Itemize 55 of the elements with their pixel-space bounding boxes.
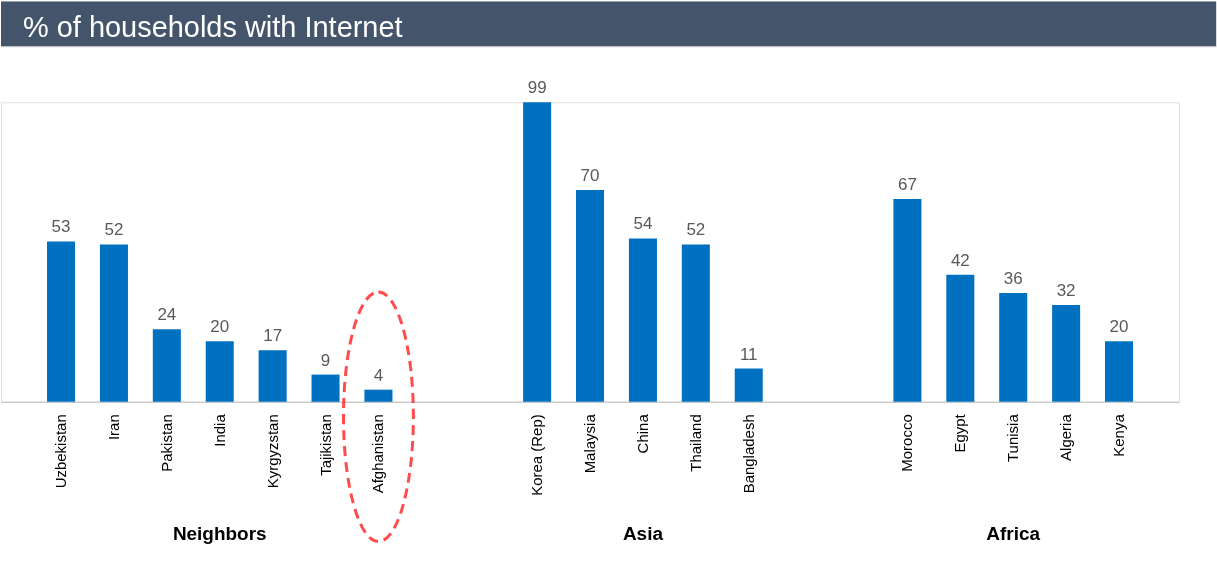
data-label: 36: [1003, 268, 1023, 288]
x-tick-label: Korea (Rep): [528, 414, 546, 496]
x-tick-label: Egypt: [951, 413, 969, 453]
x-tick-label: Algeria: [1057, 413, 1075, 461]
data-label: 11: [739, 344, 758, 364]
data-label: 32: [1056, 280, 1076, 300]
x-tick-label: Uzbekistan: [52, 414, 70, 489]
bar: [628, 238, 657, 402]
x-tick-label: Iran: [104, 414, 122, 441]
bar: [576, 190, 605, 402]
x-tick-label: India: [210, 413, 228, 447]
x-tick-label: Kenya: [1110, 413, 1128, 457]
data-label: 9: [320, 350, 331, 370]
x-tick-label: Pakistan: [157, 414, 175, 472]
bar: [47, 241, 76, 402]
bar: [152, 329, 181, 402]
bar: [99, 244, 128, 402]
data-label: 52: [104, 220, 124, 240]
chart-title: % of households with Internet: [22, 11, 403, 44]
bar: [258, 350, 287, 402]
bar: [681, 244, 710, 402]
bar: [946, 274, 975, 402]
bar: [523, 102, 552, 402]
data-label: 20: [210, 317, 230, 337]
data-label: 4: [373, 365, 384, 385]
data-label: 52: [686, 220, 706, 240]
bar: [734, 368, 763, 402]
x-tick-label: Malaysia: [581, 413, 599, 474]
bar: [205, 341, 234, 402]
text: Neighbors: [172, 522, 267, 544]
text: Asia: [622, 522, 664, 544]
x-tick-label: Morocco: [898, 414, 916, 472]
data-label: 54: [633, 214, 653, 234]
x-tick-label: Bangladesh: [739, 414, 757, 494]
data-label: 67: [897, 175, 917, 195]
bar: [893, 199, 922, 402]
bar: [1052, 304, 1081, 402]
x-tick-label: Tunisia: [1004, 413, 1022, 462]
data-label: 53: [51, 217, 71, 237]
bar: [1105, 341, 1134, 402]
data-label: 17: [263, 326, 283, 346]
x-tick-label: Kyrgyzstan: [263, 414, 281, 489]
x-tick-label: China: [633, 413, 651, 454]
data-label: 24: [157, 305, 177, 325]
bar: [364, 389, 393, 402]
data-label: 70: [580, 166, 600, 186]
bar: [311, 374, 340, 402]
text: Africa: [986, 522, 1041, 544]
data-label: 42: [950, 250, 970, 270]
x-tick-label: Afghanistan: [369, 414, 387, 494]
data-label: 99: [527, 78, 547, 98]
x-tick-label: Thailand: [686, 414, 704, 472]
x-tick-label: Tajikistan: [316, 414, 334, 476]
data-label: 20: [1109, 317, 1129, 337]
bar: [999, 292, 1028, 402]
